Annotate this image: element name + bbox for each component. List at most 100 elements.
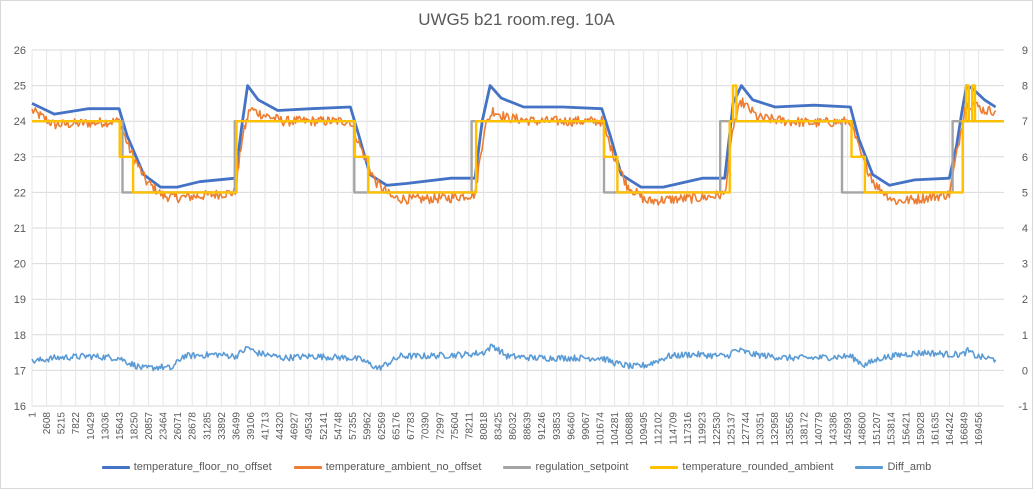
x-tick-label: 145993 <box>843 412 854 446</box>
x-tick-label: 117316 <box>683 412 694 445</box>
legend-label: temperature_ambient_no_offset <box>325 461 482 473</box>
x-tick-label: 143386 <box>828 412 839 446</box>
x-tick-label: 119923 <box>697 412 708 445</box>
x-tick-label: 20857 <box>144 412 155 440</box>
y-right-tick-label: 0 <box>1022 365 1028 377</box>
y-left-tick-label: 26 <box>14 45 26 57</box>
x-tick-label: 39106 <box>246 412 257 440</box>
y-right-tick-label: -1 <box>1018 401 1028 413</box>
x-tick-label: 127744 <box>741 412 752 446</box>
x-tick-label: 106888 <box>625 412 636 446</box>
x-tick-label: 125137 <box>727 412 738 446</box>
x-tick-label: 44320 <box>275 412 286 440</box>
x-tick-label: 10429 <box>86 412 97 440</box>
x-tick-label: 13036 <box>100 412 111 440</box>
legend-label: temperature_floor_no_offset <box>133 461 272 473</box>
x-tick-label: 1 <box>28 412 39 418</box>
legend: temperature_floor_no_offset temperature_a… <box>0 461 1033 473</box>
y-right-tick-label: 5 <box>1022 187 1028 199</box>
x-tick-label: 46927 <box>290 412 301 440</box>
legend-swatch <box>293 465 322 469</box>
x-tick-label: 130351 <box>756 412 767 446</box>
x-tick-label: 140779 <box>814 412 825 446</box>
x-tick-label: 135565 <box>785 412 796 446</box>
y-right-tick-label: 1 <box>1022 330 1028 342</box>
y-right-tick-label: 4 <box>1022 223 1028 235</box>
x-tick-label: 109495 <box>639 412 650 446</box>
y-left-tick-label: 21 <box>14 223 26 235</box>
x-tick-label: 54748 <box>333 412 344 440</box>
legend-label: Diff_amb <box>887 461 932 473</box>
series-line-temperature-rounded-ambient <box>32 84 1004 194</box>
x-tick-label: 59962 <box>362 412 373 440</box>
x-tick-label: 93853 <box>552 412 563 440</box>
x-tick-label: 159028 <box>916 412 927 446</box>
x-tick-label: 101674 <box>595 412 606 446</box>
y-axis-left: 16 17 18 19 20 21 22 23 24 25 26 <box>14 45 26 413</box>
y-left-tick-label: 17 <box>14 365 26 377</box>
x-tick-label: 57355 <box>348 412 359 440</box>
x-tick-label: 26071 <box>173 412 184 440</box>
legend-item: temperature_ambient_no_offset <box>293 461 482 473</box>
x-tick-label: 122530 <box>712 412 723 446</box>
legend-label: temperature_rounded_ambient <box>682 461 834 473</box>
y-axis-right: -1 0 1 2 3 4 5 6 7 8 9 <box>1018 45 1028 413</box>
x-tick-label: 112102 <box>654 412 665 445</box>
x-tick-label: 62569 <box>377 412 388 440</box>
x-tick-label: 104281 <box>610 412 621 446</box>
x-tick-label: 33892 <box>217 412 228 440</box>
x-axis: 1 2608 5215 7822 10429 13036 15643 18250 20857 23… <box>28 412 986 446</box>
series-line-temperature-floor-no-offset <box>31 84 997 189</box>
y-left-tick-label: 16 <box>14 401 26 413</box>
x-tick-label: 36499 <box>231 412 242 440</box>
x-tick-label: 148600 <box>858 412 869 446</box>
legend-item: regulation_setpoint <box>503 461 628 473</box>
x-tick-label: 114709 <box>668 412 679 445</box>
x-tick-label: 80818 <box>479 412 490 440</box>
y-left-tick-label: 23 <box>14 152 26 164</box>
legend-swatch <box>855 465 884 469</box>
series-lines <box>31 84 1004 372</box>
x-tick-label: 166849 <box>960 412 971 446</box>
y-left-tick-label: 24 <box>14 116 26 128</box>
y-right-tick-label: 9 <box>1022 45 1028 57</box>
x-tick-label: 72997 <box>435 412 446 440</box>
x-tick-label: 164242 <box>945 412 956 446</box>
x-tick-label: 151207 <box>872 412 883 446</box>
x-tick-label: 156421 <box>901 412 912 446</box>
y-right-tick-label: 6 <box>1022 152 1028 164</box>
y-left-tick-label: 22 <box>14 187 26 199</box>
x-tick-label: 18250 <box>129 412 140 440</box>
legend-swatch <box>650 465 679 469</box>
x-tick-label: 132958 <box>770 412 781 446</box>
legend-item: temperature_rounded_ambient <box>650 461 833 473</box>
x-tick-label: 91246 <box>537 412 548 440</box>
series-line-Diff-amb <box>31 343 997 372</box>
x-tick-label: 70390 <box>421 412 432 440</box>
legend-item: Diff_amb <box>855 461 931 473</box>
x-tick-label: 96460 <box>566 412 577 440</box>
x-tick-label: 83425 <box>494 412 505 440</box>
x-tick-label: 31285 <box>202 412 213 440</box>
y-left-tick-label: 20 <box>14 259 26 271</box>
x-tick-label: 5215 <box>57 412 68 435</box>
x-tick-label: 153814 <box>887 412 898 446</box>
x-tick-label: 28678 <box>188 412 199 440</box>
x-tick-label: 65176 <box>392 412 403 440</box>
x-tick-label: 86032 <box>508 412 519 440</box>
legend-swatch <box>503 465 532 469</box>
chart-title: UWG5 b21 room.reg. 10A <box>418 10 615 29</box>
x-tick-label: 2608 <box>42 412 53 435</box>
y-left-tick-label: 19 <box>14 294 26 306</box>
x-tick-label: 52141 <box>319 412 330 440</box>
x-tick-label: 23464 <box>159 412 170 440</box>
y-right-tick-label: 8 <box>1022 81 1028 93</box>
x-tick-label: 161635 <box>930 412 941 446</box>
x-tick-label: 41713 <box>261 412 272 440</box>
y-right-tick-label: 7 <box>1022 116 1028 128</box>
x-tick-label: 67783 <box>406 412 417 440</box>
x-tick-label: 49534 <box>304 412 315 440</box>
x-tick-label: 75604 <box>450 412 461 440</box>
y-right-tick-label: 2 <box>1022 294 1028 306</box>
